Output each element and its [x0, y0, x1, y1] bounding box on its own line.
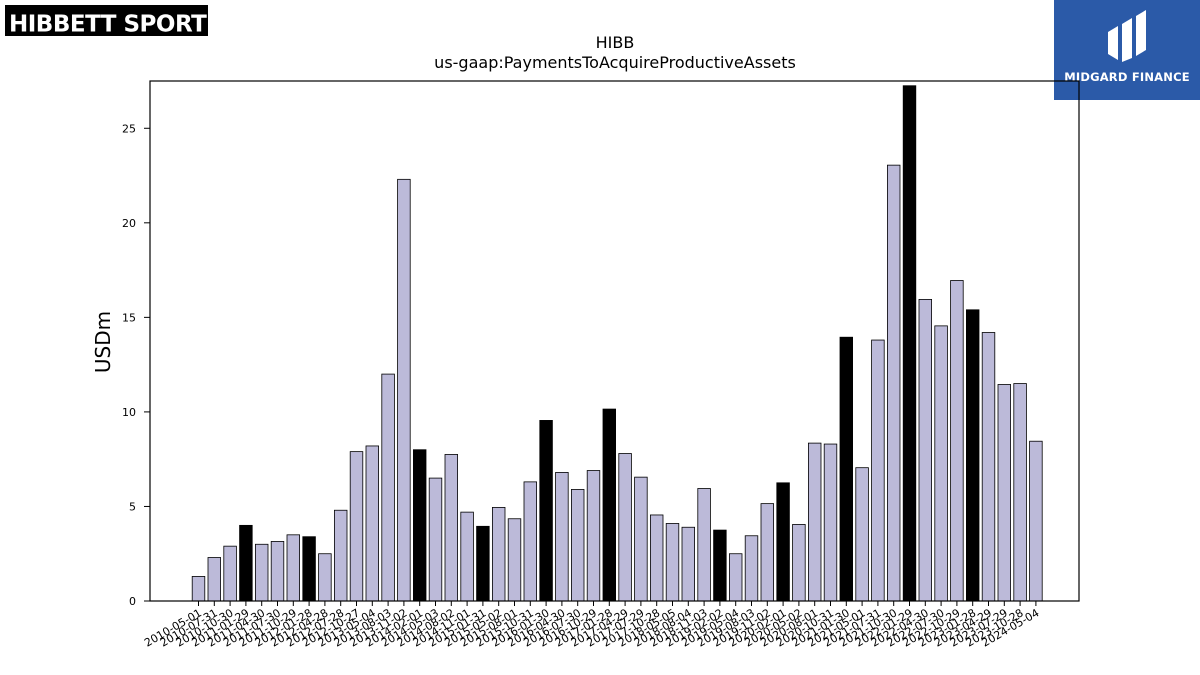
bar-2012-07-28 [333, 509, 348, 602]
bar-2017-10-28 [650, 514, 664, 602]
y-tick-label: 15 [122, 311, 136, 324]
bar-2019-08-03 [744, 535, 759, 602]
bar-2019-02-02 [713, 529, 727, 602]
bar-2019-11-02 [760, 503, 775, 602]
bar-2022-01-29 [902, 85, 917, 602]
bar-2017-04-29 [618, 453, 632, 602]
bar-2010-10-30 [223, 545, 237, 602]
bar-2017-07-29 [634, 476, 648, 602]
bar-2010-07-31 [207, 557, 222, 602]
registered-mark-icon: ® [222, 15, 232, 26]
bars-group [191, 85, 1043, 602]
plot-frame [149, 80, 1080, 602]
bar-2020-02-01 [776, 482, 790, 602]
bar-2016-01-30 [539, 420, 553, 602]
bar-2011-07-30 [270, 541, 285, 602]
bar-2016-07-30 [571, 489, 585, 602]
bar-2023-04-29 [981, 332, 996, 602]
bar-2018-08-04 [681, 526, 696, 602]
bar-2015-08-01 [507, 518, 522, 602]
company-logo-text: HIBBETT SPORTS [9, 11, 223, 38]
bar-2020-10-31 [823, 443, 838, 602]
bar-2023-01-28 [966, 309, 980, 602]
bar-2020-05-02 [792, 524, 806, 602]
bar-2017-01-28 [602, 408, 617, 602]
bar-2021-05-01 [855, 467, 869, 602]
bar-2021-07-31 [871, 339, 885, 602]
bar-2013-11-02 [397, 178, 411, 602]
bar-2010-05-01 [191, 576, 206, 602]
bar-2015-01-31 [476, 525, 490, 602]
bar-2015-10-31 [523, 481, 538, 602]
bar-2021-01-30 [839, 336, 854, 602]
bar-2022-07-30 [934, 325, 948, 602]
company-logo: HIBBETT SPORTS® [5, 5, 232, 38]
bar-2014-05-03 [428, 477, 443, 602]
bar-2023-10-28 [1013, 383, 1027, 602]
bar-2013-05-04 [365, 445, 380, 602]
y-axis-ticks: 0 5 10 15 20 25 [122, 122, 150, 608]
bar-2022-10-29 [950, 280, 964, 602]
y-tick-label: 20 [122, 217, 136, 230]
bar-2014-02-01 [412, 449, 427, 602]
bar-2016-10-29 [586, 470, 601, 602]
y-tick-label: 0 [129, 595, 136, 608]
bar-2015-05-02 [491, 506, 506, 602]
bar-2013-08-03 [381, 373, 395, 602]
watermark-text: MIDGARD FINANCE [1064, 70, 1190, 84]
bar-2016-04-30 [555, 472, 569, 602]
bar-2019-05-04 [729, 553, 743, 602]
bar-2012-10-27 [349, 451, 364, 602]
x-axis-ticks: 2010-05-012010-07-312010-10-302011-01-29… [142, 601, 1041, 650]
bar-2011-01-29 [239, 524, 253, 602]
chart-title: HIBB [596, 33, 635, 52]
y-tick-label: 25 [122, 122, 136, 135]
bar-2018-11-03 [697, 488, 711, 602]
bar-2018-05-05 [665, 523, 680, 602]
watermark-logo: MIDGARD FINANCE [1054, 0, 1200, 100]
bar-2011-04-30 [254, 543, 269, 602]
y-tick-label: 5 [129, 500, 136, 513]
y-tick-label: 10 [122, 406, 136, 419]
bar-2024-05-04 [1029, 440, 1043, 602]
bar-2012-01-28 [302, 536, 316, 602]
bar-2014-08-02 [444, 454, 459, 602]
midgard-mark-icon [1108, 10, 1146, 62]
bar-2014-11-01 [460, 511, 474, 602]
bar-2022-04-30 [918, 298, 933, 602]
bar-2011-10-29 [286, 534, 301, 602]
bar-2023-07-29 [997, 384, 1012, 602]
bar-2012-04-28 [318, 553, 332, 602]
bar-2021-10-30 [887, 164, 901, 602]
bar-2020-08-01 [808, 442, 822, 602]
y-axis-label: USDm [91, 311, 115, 373]
chart-subtitle: us-gaap:PaymentsToAcquireProductiveAsset… [434, 53, 796, 72]
